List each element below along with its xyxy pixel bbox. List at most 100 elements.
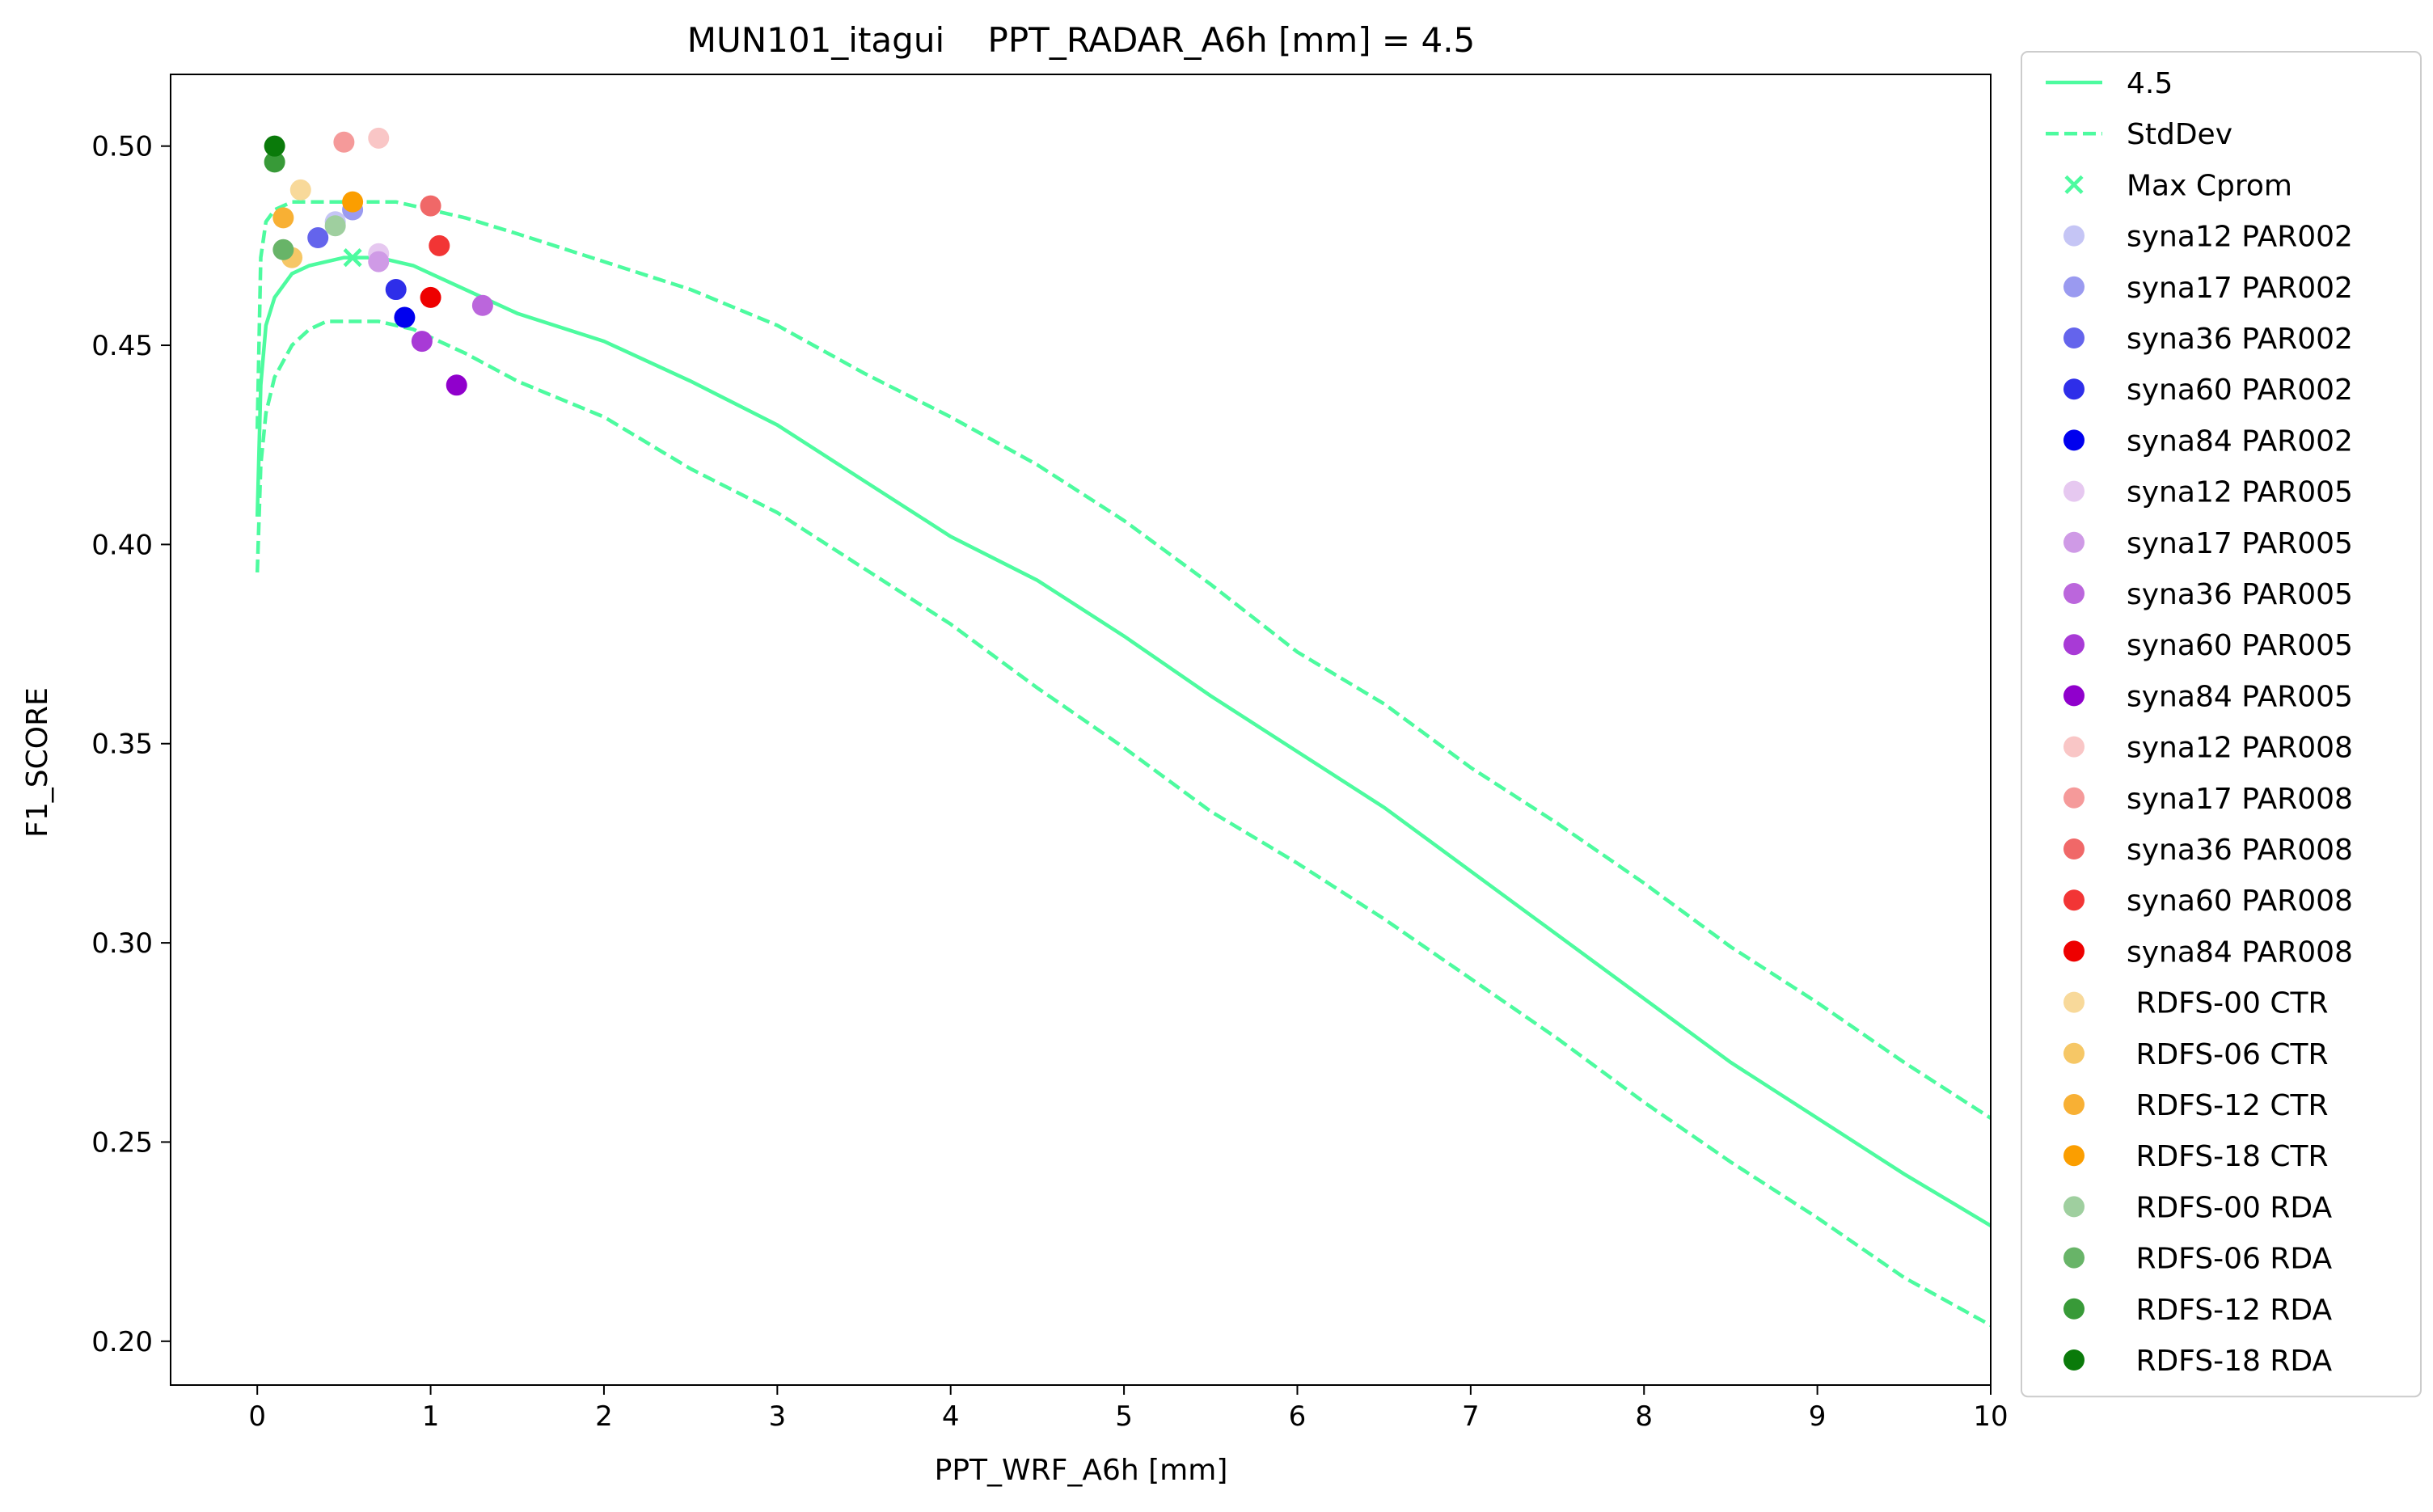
legend-label: syna17 PAR008 — [2127, 783, 2353, 816]
legend-handle-12 — [2063, 838, 2085, 859]
legend-handle-3 — [2063, 378, 2085, 400]
y-tick-label: 0.30 — [91, 927, 153, 960]
scatter-point-3 — [385, 279, 407, 301]
scatter-point-9 — [446, 374, 467, 396]
legend-label: syna60 PAR005 — [2127, 629, 2353, 662]
max-cprom-marker — [343, 248, 362, 268]
scatter-point-14 — [420, 286, 441, 308]
legend-handle-18 — [2063, 1145, 2085, 1167]
legend-label: RDFS-12 CTR — [2127, 1089, 2329, 1122]
legend-handle-9 — [2063, 685, 2085, 707]
stddev-line-2 — [255, 319, 1992, 1328]
legend-label: syna84 PAR005 — [2127, 680, 2353, 713]
legend-label: RDFS-00 RDA — [2127, 1191, 2332, 1224]
legend-handle-11 — [2063, 787, 2085, 809]
legend-label: StdDev — [2127, 118, 2232, 151]
legend-label: syna60 PAR002 — [2127, 374, 2353, 407]
x-tick-label: 3 — [769, 1400, 787, 1433]
legend-handle-14 — [2063, 940, 2085, 962]
y-tick-label: 0.50 — [91, 131, 153, 163]
x-tick-label: 10 — [1973, 1400, 2008, 1433]
y-tick-label: 0.35 — [91, 729, 153, 761]
scatter-point-15 — [289, 179, 311, 201]
legend-label: syna12 PAR005 — [2127, 476, 2353, 509]
x-tick-label: 5 — [1115, 1400, 1133, 1433]
legend-label: 4.5 — [2127, 67, 2173, 100]
legend-handle-8 — [2063, 634, 2085, 656]
legend-handle-10 — [2063, 736, 2085, 758]
legend-label: syna84 PAR002 — [2127, 424, 2353, 458]
legend-handle-22 — [2063, 1349, 2085, 1371]
x-tick-label: 1 — [422, 1400, 440, 1433]
legend-label: syna17 PAR005 — [2127, 527, 2353, 560]
mean-line — [255, 256, 1992, 1227]
scatter-point-13 — [429, 234, 450, 256]
chart-title: MUN101_itagui PPT_RADAR_A6h [mm] = 4.5 — [687, 20, 1476, 60]
scatter-point-2 — [307, 227, 329, 249]
legend-handle-1 — [2063, 276, 2085, 298]
legend-label: RDFS-06 RDA — [2127, 1243, 2332, 1276]
legend-label: RDFS-12 RDA — [2127, 1294, 2332, 1327]
x-axis-label: PPT_WRF_A6h [mm] — [935, 1454, 1228, 1487]
legend-label: RDFS-00 CTR — [2127, 987, 2329, 1020]
legend: 4.5 StdDev Max Cprom syna12 PAR002 syna17 PA… — [2021, 51, 2422, 1398]
scatter-point-19 — [324, 215, 346, 237]
legend-handle-2 — [2063, 327, 2085, 348]
y-tick-label: 0.20 — [91, 1326, 153, 1358]
y-axis-label: F1_SCORE — [21, 687, 54, 838]
legend-label: RDFS-18 CTR — [2127, 1140, 2329, 1173]
y-tick-label: 0.45 — [91, 330, 153, 362]
axes-layer: 0 1 2 3 4 5 6 7 8 9 10 0.20 0.25 0.30 0.35 0.40 0.45 0.50 — [91, 74, 2008, 1433]
x-tick-label: 2 — [595, 1400, 613, 1433]
legend-label: RDFS-06 CTR — [2127, 1038, 2329, 1071]
legend-label: syna84 PAR008 — [2127, 935, 2353, 969]
scatter-point-17 — [272, 207, 294, 229]
series-layer — [255, 127, 1992, 1328]
scatter-point-10 — [368, 127, 390, 149]
scatter-point-18 — [342, 191, 364, 213]
x-tick-label: 7 — [1462, 1400, 1480, 1433]
legend-handle-5 — [2063, 480, 2085, 502]
legend-handle-19 — [2063, 1196, 2085, 1218]
legend-handle-max — [2064, 175, 2084, 194]
scatter-point-4 — [394, 306, 416, 328]
x-tick-label: 6 — [1289, 1400, 1307, 1433]
legend-handle-15 — [2063, 991, 2085, 1013]
scatter-point-11 — [333, 131, 355, 153]
legend-box — [2021, 51, 2422, 1398]
scatter-point-7 — [471, 294, 493, 316]
plot-frame — [170, 74, 1992, 1386]
legend-handle-21 — [2063, 1298, 2085, 1320]
x-tick-label: 4 — [942, 1400, 960, 1433]
y-tick-label: 0.25 — [91, 1126, 153, 1159]
legend-handle-20 — [2063, 1247, 2085, 1269]
legend-label: syna12 PAR008 — [2127, 732, 2353, 765]
scatter-point-20 — [272, 239, 294, 260]
legend-label: syna36 PAR005 — [2127, 578, 2353, 611]
scatter-point-12 — [420, 195, 441, 217]
legend-label: syna12 PAR002 — [2127, 221, 2353, 254]
legend-handle-4 — [2063, 429, 2085, 451]
legend-handle-13 — [2063, 889, 2085, 911]
x-tick-label: 0 — [248, 1400, 266, 1433]
legend-label: syna17 PAR002 — [2127, 272, 2353, 305]
scatter-point-21 — [264, 151, 285, 173]
legend-label: syna36 PAR008 — [2127, 834, 2353, 867]
legend-label: Max Cprom — [2127, 169, 2292, 202]
stddev-line-1 — [255, 200, 1992, 1120]
legend-handle-6 — [2063, 531, 2085, 553]
legend-label: syna36 PAR002 — [2127, 323, 2353, 356]
scatter-point-8 — [411, 331, 433, 353]
y-tick-label: 0.40 — [91, 529, 153, 561]
legend-label: RDFS-18 RDA — [2127, 1345, 2332, 1378]
scatter-point-6 — [368, 251, 390, 272]
x-tick-label: 8 — [1635, 1400, 1653, 1433]
legend-handle-0 — [2063, 225, 2085, 247]
legend-handle-16 — [2063, 1042, 2085, 1064]
scatter-point-22 — [264, 135, 285, 157]
x-tick-label: 9 — [1809, 1400, 1827, 1433]
legend-handle-7 — [2063, 583, 2085, 604]
legend-label: syna60 PAR008 — [2127, 885, 2353, 918]
legend-handle-17 — [2063, 1094, 2085, 1115]
